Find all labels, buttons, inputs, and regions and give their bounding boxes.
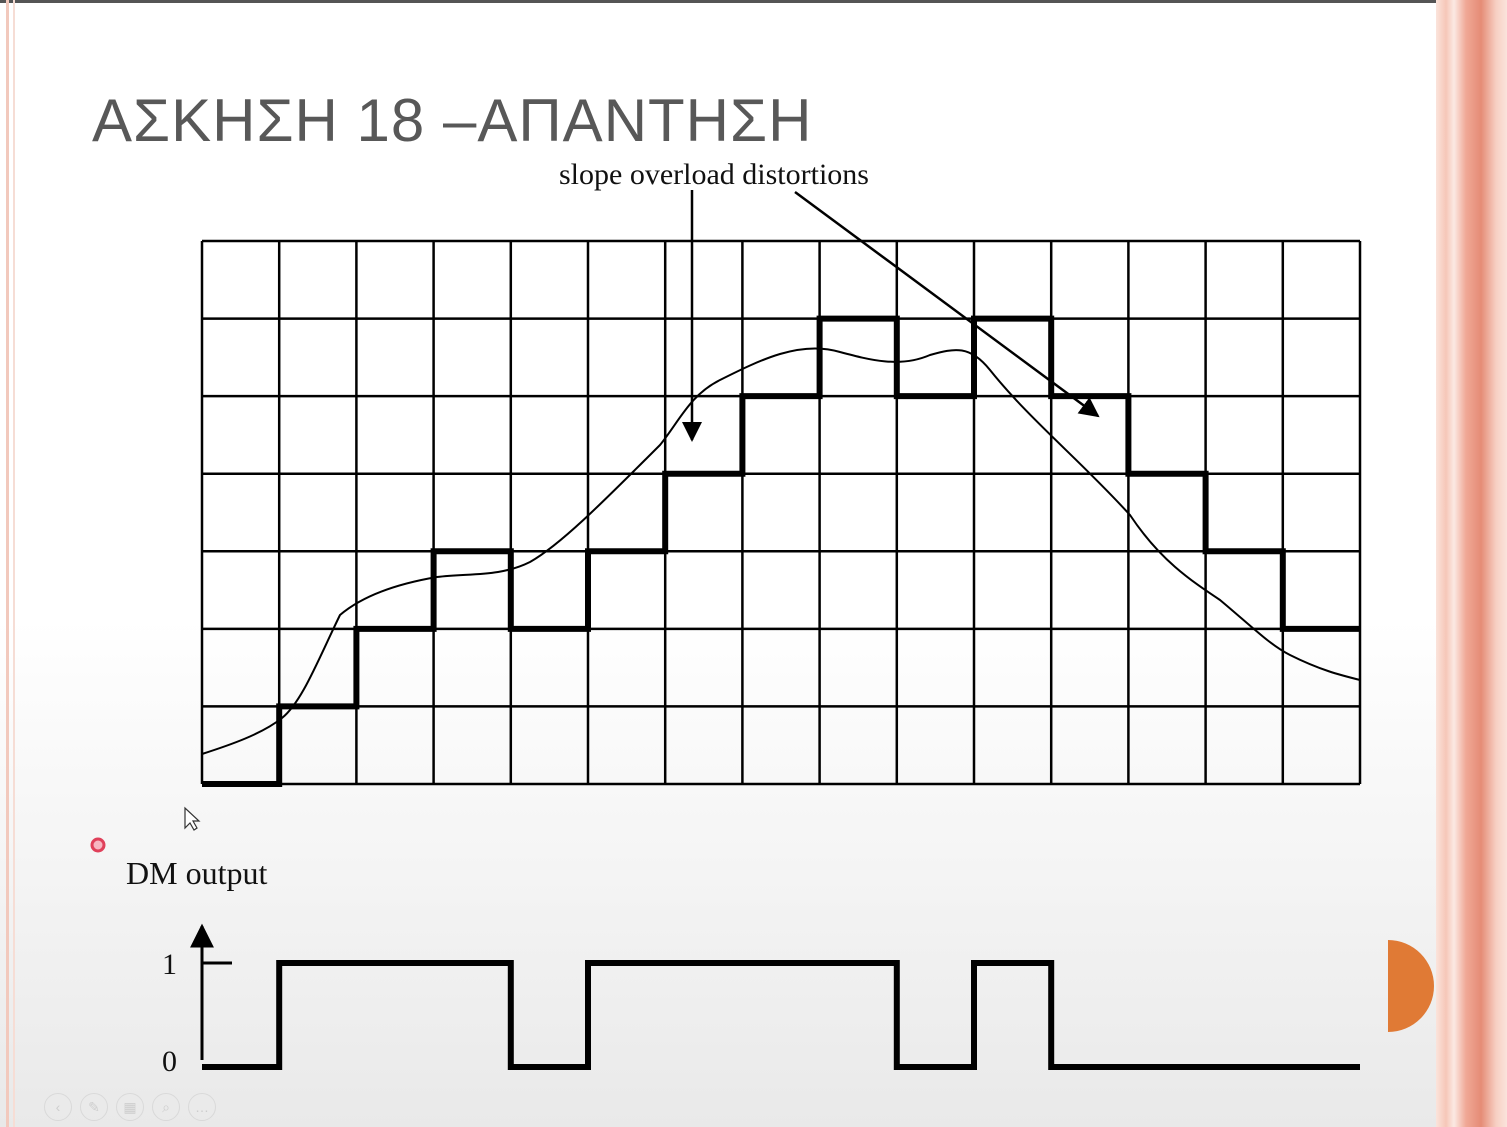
page-title: ΑΣΚΗΣΗ 18 –ΑΠΑΝΤΗΣΗ (92, 87, 813, 154)
slide-top-border (0, 0, 1507, 3)
y-tick-label-zero: 0 (162, 1045, 177, 1078)
slides-icon[interactable]: ▦ (116, 1093, 144, 1121)
zoom-icon[interactable]: ⌕ (152, 1093, 180, 1121)
prev-icon[interactable]: ‹ (44, 1093, 72, 1121)
dm-output-label: DM output (126, 855, 268, 891)
sampling-grid (200, 239, 1362, 786)
pen-icon[interactable]: ✎ (80, 1093, 108, 1121)
left-decorative-stripe-inner (13, 0, 15, 1127)
analog-input-signal (201, 347, 1361, 755)
left-decorative-stripe (6, 0, 9, 1127)
right-decorative-band (1436, 0, 1507, 1127)
annotation-arrow-right (794, 190, 1100, 418)
more-icon[interactable]: … (188, 1093, 216, 1121)
presentation-toolbar: ‹ ✎ ▦ ⌕ … (44, 1093, 216, 1121)
dm-output-waveform (202, 960, 1360, 1070)
mouse-cursor-icon (184, 806, 201, 831)
orange-half-circle (1388, 940, 1434, 1032)
staircase-approximation (202, 315, 1360, 787)
slope-overload-annotation: slope overload distortions (559, 158, 869, 191)
bullet-dot (90, 837, 106, 853)
y-tick-label-one: 1 (162, 948, 177, 981)
